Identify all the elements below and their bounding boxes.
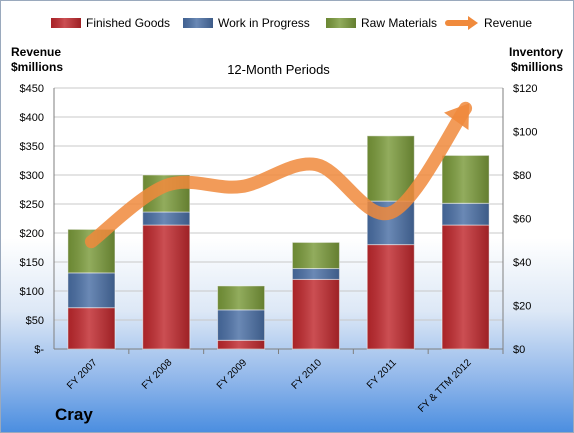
y-right-label-line2: $millions [511, 60, 563, 74]
bar-sheen [292, 279, 340, 349]
bar-sheen [217, 285, 265, 310]
x-tick-label: FY 2007 [65, 357, 100, 392]
legend-sheen [183, 18, 213, 28]
company-name: Cray [55, 405, 93, 424]
y-left-tick-label: $200 [20, 228, 44, 240]
x-tick-label: FY & TTM 2012 [416, 357, 474, 415]
chart-title: 12-Month Periods [227, 62, 330, 77]
bar-sheen [442, 203, 490, 226]
bar-sheen [142, 211, 190, 226]
y-left-tick-label: $300 [20, 170, 44, 182]
y-left-tick-label: $250 [20, 199, 44, 211]
bar-sheen [292, 268, 340, 280]
x-tick-label: FY 2008 [140, 357, 175, 392]
bar-sheen [217, 340, 265, 349]
x-tick-label: FY 2009 [215, 357, 250, 392]
y-left-label-line1: Revenue [11, 45, 61, 59]
y-left-tick-label: $50 [26, 315, 44, 327]
legend-label-raw-materials: Raw Materials [361, 16, 437, 30]
bar-sheen [67, 307, 115, 349]
revenue-line [84, 101, 473, 249]
legend-label-revenue: Revenue [484, 16, 532, 30]
x-tick-label: FY 2011 [365, 357, 399, 391]
bar-sheen [442, 155, 490, 204]
y-right-tick-label: $20 [513, 301, 531, 313]
y-left-tick-label: $100 [20, 286, 44, 298]
y-right-tick-label: $0 [513, 344, 525, 356]
bar-sheen [367, 135, 415, 202]
bar-sheen [367, 244, 415, 349]
y-left-tick-label: $350 [20, 141, 44, 153]
y-right-tick-label: $60 [513, 214, 531, 226]
y-right-tick-label: $80 [513, 170, 531, 182]
bar-sheen [142, 225, 190, 349]
revenue-arrowhead [444, 103, 470, 131]
y-left-tick-label: $400 [20, 112, 44, 124]
y-left-label-line2: $millions [11, 60, 63, 74]
y-left-tick-label: $- [34, 344, 44, 356]
y-right-tick-label: $120 [513, 83, 537, 95]
y-left-tick-label: $150 [20, 257, 44, 269]
legend-label-finished-goods: Finished Goods [86, 16, 170, 30]
y-left-tick-label: $450 [20, 83, 44, 95]
y-right-tick-label: $100 [513, 127, 537, 139]
bar-sheen [67, 272, 115, 308]
bar-sheen [217, 309, 265, 341]
y-right-label-line1: Inventory [509, 45, 563, 59]
y-right-tick-label: $40 [513, 257, 531, 269]
bar-sheen [442, 225, 490, 349]
legend-arrow-revenue [468, 16, 478, 30]
legend-sheen [326, 18, 356, 28]
legend-sheen [51, 18, 81, 28]
bar-sheen [292, 242, 340, 269]
x-tick-label: FY 2010 [290, 357, 325, 392]
legend-label-work-in-progress: Work in Progress [218, 16, 310, 30]
